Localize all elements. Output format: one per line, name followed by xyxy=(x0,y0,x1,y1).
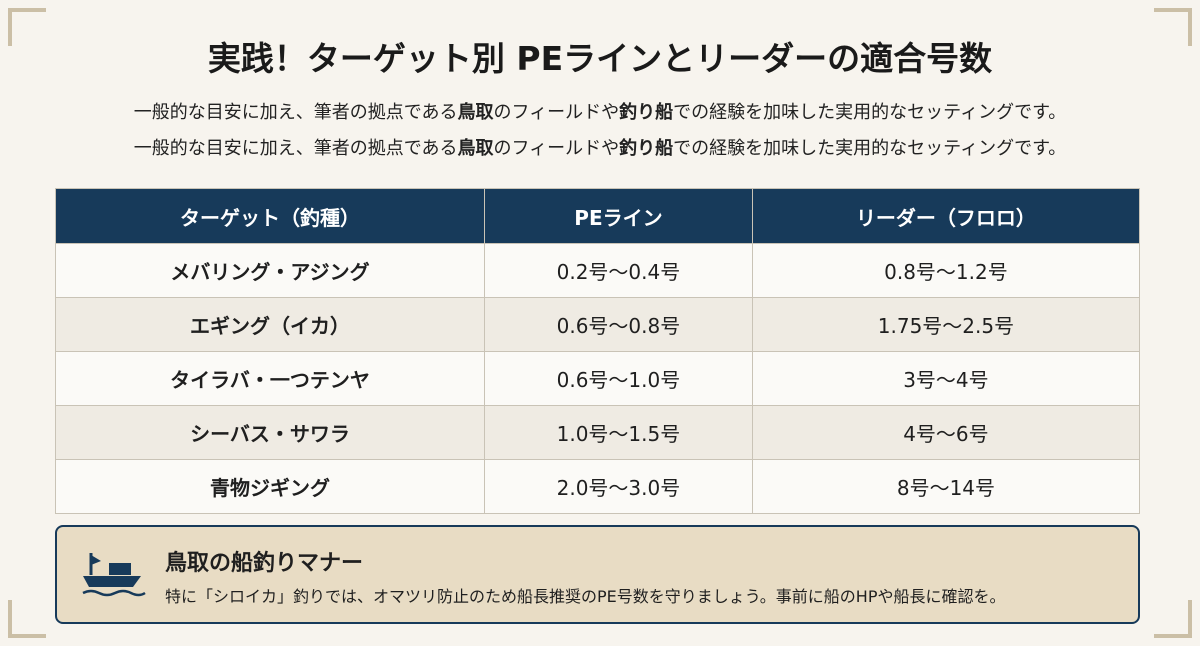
cell: 0.6号〜0.8号 xyxy=(484,297,753,352)
title: 実践！ターゲット別 PEラインとリーダーの適合号数 xyxy=(207,39,993,78)
text: での経験を加味した実用的なセッティングです。 xyxy=(673,138,1067,159)
cell: メバリング・アジング xyxy=(54,243,486,298)
text: のフィールドや xyxy=(493,138,620,159)
cell: 1.75号〜2.5号 xyxy=(751,297,1141,352)
corner xyxy=(8,600,46,638)
cell: 0.6号〜1.0号 xyxy=(484,351,753,406)
corner xyxy=(1154,600,1192,638)
header-cell: ターゲット（釣種） xyxy=(54,188,486,244)
cell: タイラバ・一つテンヤ xyxy=(54,351,486,406)
text: 一般的な目安に加え、筆者の拠点である xyxy=(133,138,458,159)
subtitle: 一般的な目安に加え、筆者の拠点である鳥取のフィールドや釣り船での経験を加味した実… xyxy=(0,98,1200,124)
cell: 3号〜4号 xyxy=(751,351,1141,406)
cell: 0.2号〜0.4号 xyxy=(484,243,753,298)
header-row: ターゲット（釣種） PEライン リーダー（フロロ） xyxy=(54,188,1141,244)
subtitle: 一般的な目安に加え、筆者の拠点である鳥取のフィールドや釣り船での経験を加味した実… xyxy=(0,134,1200,160)
note-body: 特に「シロイカ」釣りでは、オマツリ防止のため船長推奨のPE号数を守りましょう。事… xyxy=(165,587,1006,606)
corner xyxy=(1154,8,1192,46)
cell: 青物ジギング xyxy=(54,459,486,514)
text: 一般的な目安に加え、筆者の拠点である xyxy=(133,102,458,123)
corner xyxy=(8,8,46,46)
cell: シーバス・サワラ xyxy=(54,405,486,460)
row: タイラバ・一つテンヤ 0.6号〜1.0号 3号〜4号 xyxy=(54,351,1141,406)
row: エギング（イカ） 0.6号〜0.8号 1.75号〜2.5号 xyxy=(54,297,1141,352)
cell: 2.0号〜3.0号 xyxy=(484,459,753,514)
text: 鳥取 xyxy=(457,102,494,123)
row: 青物ジギング 2.0号〜3.0号 8号〜14号 xyxy=(54,459,1141,514)
note-box: 鳥取の船釣りマナー 特に「シロイカ」釣りでは、オマツリ防止のため船長推奨のPE号… xyxy=(55,525,1140,624)
cell: 8号〜14号 xyxy=(751,459,1141,514)
row: メバリング・アジング 0.2号〜0.4号 0.8号〜1.2号 xyxy=(54,243,1141,298)
note-title: 鳥取の船釣りマナー xyxy=(165,551,364,576)
table: ターゲット（釣種） PEライン リーダー（フロロ） メバリング・アジング 0.2号〜0… xyxy=(54,188,1141,514)
text: 釣り船 xyxy=(619,138,674,159)
text: での経験を加味した実用的なセッティングです。 xyxy=(673,102,1067,123)
ship-icon xyxy=(82,553,146,597)
header-cell: リーダー（フロロ） xyxy=(751,188,1141,244)
cell: 0.8号〜1.2号 xyxy=(751,243,1141,298)
text: 鳥取 xyxy=(457,138,494,159)
header-cell: PEライン xyxy=(484,188,753,244)
text: 釣り船 xyxy=(619,102,674,123)
cell: 1.0号〜1.5号 xyxy=(484,405,753,460)
row: シーバス・サワラ 1.0号〜1.5号 4号〜6号 xyxy=(54,405,1141,460)
text: のフィールドや xyxy=(493,102,620,123)
cell: エギング（イカ） xyxy=(54,297,486,352)
cell: 4号〜6号 xyxy=(751,405,1141,460)
